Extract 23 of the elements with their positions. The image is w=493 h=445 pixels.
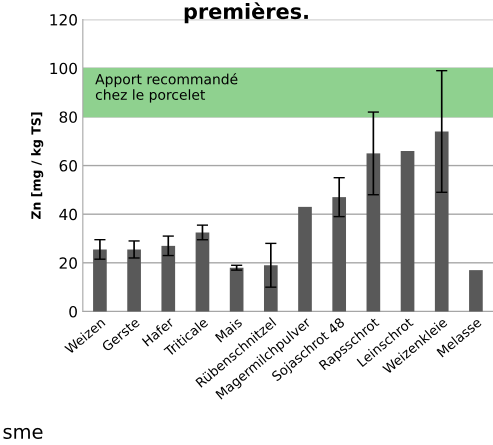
chart-title: premières.	[184, 2, 308, 24]
bar	[400, 150, 414, 312]
text: sme	[4, 428, 42, 440]
y-tick-label: 60	[60, 160, 77, 172]
bar	[196, 232, 210, 312]
y-tick-label: 80	[60, 111, 77, 123]
y-tick-label: 120	[50, 14, 77, 26]
bar	[469, 270, 483, 312]
bar	[434, 131, 449, 312]
bar	[366, 153, 380, 312]
bar	[161, 246, 176, 312]
bar	[332, 197, 346, 312]
bar	[298, 206, 312, 312]
bar	[127, 249, 141, 312]
bar	[230, 268, 244, 312]
y-tick-label: 100	[50, 62, 77, 74]
bar	[264, 265, 278, 312]
y-tick-label: 20	[60, 257, 77, 269]
y-tick-label: 40	[59, 208, 77, 220]
y-tick-label: 0	[69, 306, 77, 318]
bar	[93, 249, 107, 312]
y-axis-title: Zn [mg / kg TS]	[31, 112, 44, 220]
band-label: Apport recommandé chez le porcelet	[95, 73, 238, 103]
